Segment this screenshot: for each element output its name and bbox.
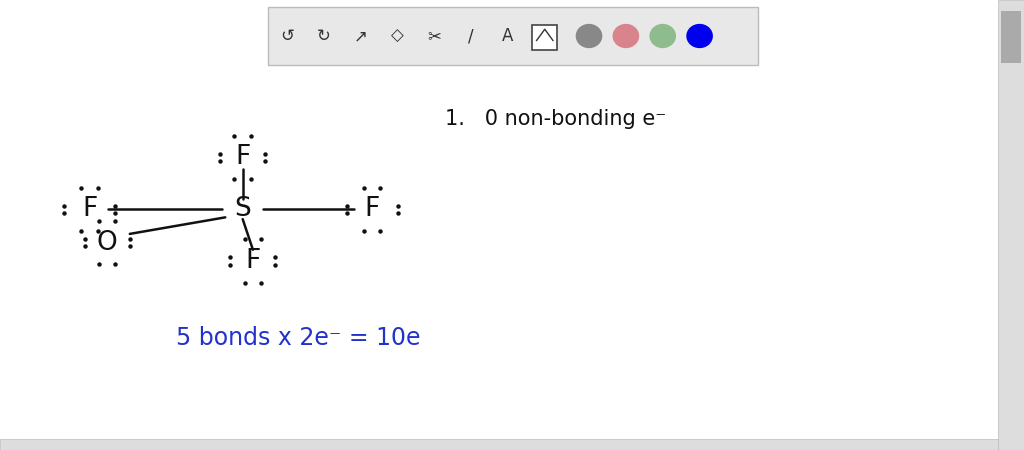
Bar — [1001, 11, 1021, 63]
Text: F: F — [365, 196, 380, 222]
Bar — [532, 25, 557, 50]
Text: S: S — [234, 196, 251, 222]
Ellipse shape — [575, 24, 602, 48]
Text: /: / — [468, 27, 474, 45]
Text: ↺: ↺ — [280, 27, 294, 45]
Ellipse shape — [649, 24, 676, 48]
Bar — [268, 7, 758, 65]
Text: 1.   0 non-bonding e⁻: 1. 0 non-bonding e⁻ — [445, 109, 667, 129]
Ellipse shape — [612, 24, 639, 48]
Text: ✂: ✂ — [427, 27, 441, 45]
Text: F: F — [246, 248, 260, 274]
Ellipse shape — [686, 24, 713, 48]
Bar — [998, 0, 1024, 450]
Text: 5 bonds x 2e⁻ = 10e: 5 bonds x 2e⁻ = 10e — [176, 326, 421, 351]
Text: F: F — [82, 196, 97, 222]
Text: O: O — [97, 230, 118, 256]
Text: A: A — [502, 27, 514, 45]
Bar — [0, 439, 998, 450]
Text: ◇: ◇ — [391, 27, 403, 45]
Text: ↗: ↗ — [353, 27, 368, 45]
Text: F: F — [236, 144, 250, 171]
Text: ↻: ↻ — [316, 27, 331, 45]
